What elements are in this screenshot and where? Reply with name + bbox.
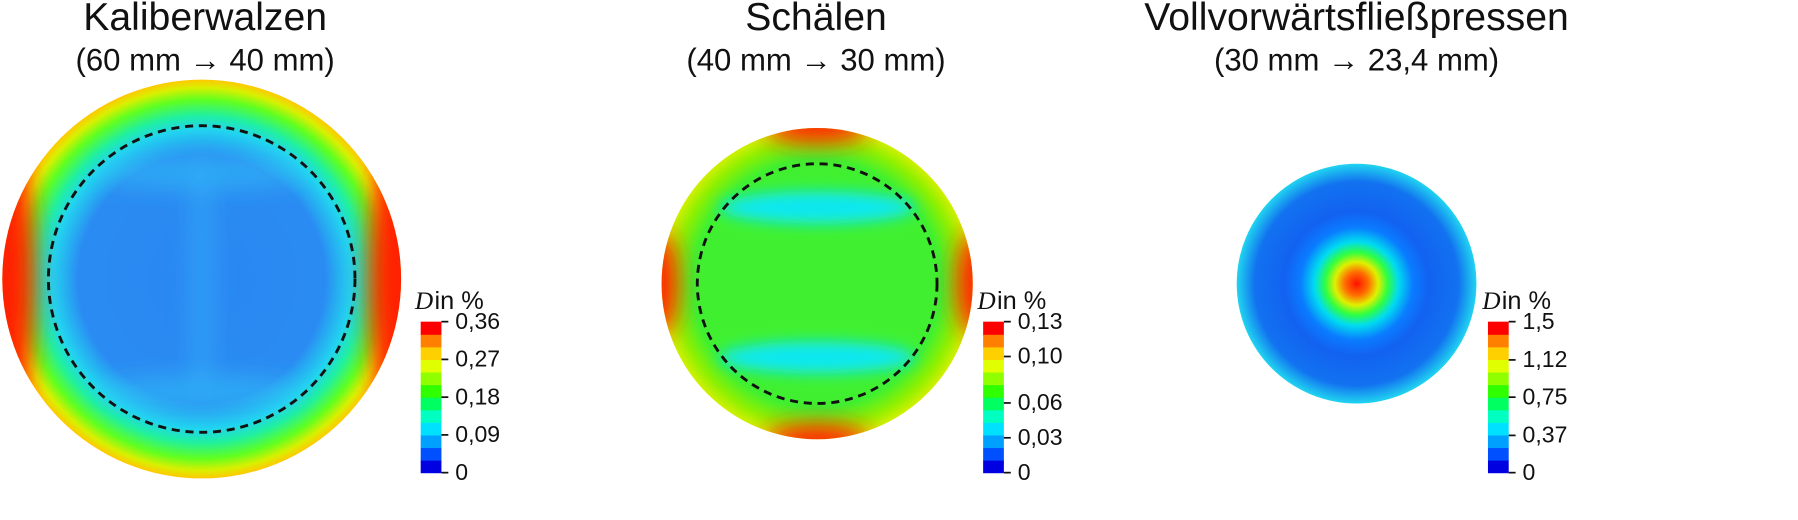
panel-subtitle: (30 mm → 23,4 mm) xyxy=(1214,42,1499,77)
colorbar-band xyxy=(1487,447,1509,461)
colorbar-band xyxy=(1487,334,1509,348)
colorbar-band xyxy=(1487,460,1509,474)
panel-title: Kaliberwalzen xyxy=(83,0,327,39)
colorbar-band xyxy=(420,371,442,386)
colorbar-band xyxy=(420,346,442,360)
colorbar-band xyxy=(1487,371,1509,386)
colorbar-band xyxy=(420,397,442,411)
colorbar-band xyxy=(983,346,1004,360)
colorbar-tick-label: 0,06 xyxy=(1018,389,1063,415)
colorbar-band xyxy=(420,422,442,436)
colorbar-band xyxy=(983,397,1004,411)
colorbar-tick-label: 0,75 xyxy=(1523,383,1568,409)
panel-title: Schälen xyxy=(745,0,887,39)
colorbar-band xyxy=(420,434,442,449)
colorbar-band xyxy=(420,334,442,348)
colorbar-band xyxy=(1487,422,1509,436)
colorbar-band xyxy=(420,460,442,474)
colorbar-band xyxy=(983,434,1004,449)
panel-subtitle: (40 mm → 30 mm) xyxy=(686,42,945,77)
colorbar-symbol: D xyxy=(414,287,433,315)
colorbar-band xyxy=(983,359,1004,373)
colorbar-band xyxy=(420,409,442,423)
colorbar-band xyxy=(1487,346,1509,360)
colorbar-band xyxy=(983,460,1004,474)
colorbar-tick-label: 0,03 xyxy=(1018,424,1063,450)
colorbar-tick-label: 1,12 xyxy=(1523,346,1568,372)
colorbar-tick-label: 0,37 xyxy=(1523,422,1568,448)
colorbar-band xyxy=(1487,321,1509,335)
colorbar-tick-label: 1,5 xyxy=(1523,308,1555,334)
colorbar-band xyxy=(1487,384,1509,398)
plot-schaelen xyxy=(661,128,973,440)
colorbar-tick-label: 0 xyxy=(455,459,468,485)
colorbar-band xyxy=(420,447,442,461)
colorbar-band xyxy=(1487,359,1509,373)
colorbar-label: in % xyxy=(997,287,1046,315)
colorbar-band xyxy=(420,321,442,335)
plot-kaliberwalzen xyxy=(2,79,402,479)
colorbar-band xyxy=(1487,397,1509,411)
colorbar-label: in % xyxy=(1502,287,1551,315)
colorbar-tick-label: 0,09 xyxy=(455,421,500,447)
colorbar-band xyxy=(1487,409,1509,423)
panel-title: Vollvorwärtsfließpressen xyxy=(1144,0,1569,39)
colorbar-tick-label: 0 xyxy=(1018,459,1031,485)
colorbar-label: in % xyxy=(435,287,484,315)
colorbar-tick-label: 0,36 xyxy=(455,308,500,334)
colorbar-band xyxy=(983,321,1004,335)
colorbar-band xyxy=(420,384,442,398)
colorbar-band xyxy=(983,447,1004,461)
colorbar-tick-label: 0,18 xyxy=(455,383,500,409)
colorbar-symbol: D xyxy=(976,287,995,315)
colorbar-tick-label: 0,27 xyxy=(455,346,500,372)
colorbar-tick-label: 0 xyxy=(1523,459,1536,485)
panel-subtitle: (60 mm → 40 mm) xyxy=(76,42,335,77)
colorbar-band xyxy=(983,334,1004,348)
colorbar-band xyxy=(1487,434,1509,449)
colorbar-band xyxy=(983,371,1004,386)
colorbar-tick-label: 0,13 xyxy=(1018,308,1063,334)
colorbar-band xyxy=(420,359,442,373)
colorbar-band xyxy=(983,384,1004,398)
colorbar-band xyxy=(983,409,1004,423)
plot-fliesspressen xyxy=(1236,163,1477,404)
colorbar-symbol: D xyxy=(1481,287,1500,315)
colorbar-tick-label: 0,10 xyxy=(1018,343,1063,369)
colorbar-band xyxy=(983,422,1004,436)
